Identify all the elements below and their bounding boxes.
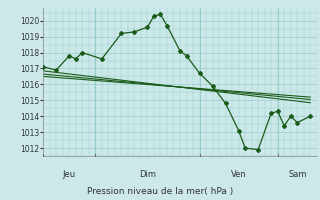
Text: Ven: Ven [231, 170, 246, 179]
Text: Jeu: Jeu [63, 170, 76, 179]
Text: Pression niveau de la mer( hPa ): Pression niveau de la mer( hPa ) [87, 187, 233, 196]
Text: Dim: Dim [139, 170, 156, 179]
Text: Sam: Sam [288, 170, 307, 179]
